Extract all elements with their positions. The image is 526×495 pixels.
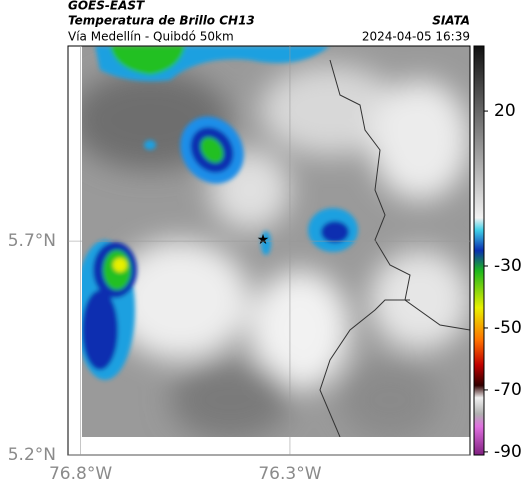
colorbar-tick-label: -30 (494, 256, 522, 276)
x-tick-label: 76.8°W (49, 464, 112, 484)
colorbar-tick-label: -50 (494, 318, 522, 338)
colorbar (473, 45, 485, 456)
y-tick-label: 5.2°N (8, 445, 56, 465)
title: Temperatura de Brillo CH13 (68, 14, 255, 28)
source: SIATA (432, 14, 470, 28)
colorbar-tick-label: 20 (494, 101, 516, 121)
colorbar-tick-label: -90 (494, 442, 522, 462)
subtitle: Vía Medellín - Quibdó 50km (68, 30, 234, 44)
timestamp: 2024-04-05 16:39 (362, 30, 470, 44)
location-marker: ★ (257, 232, 270, 248)
x-tick-label: 76.3°W (258, 464, 321, 484)
imagery (82, 46, 470, 437)
colorbar-tick-label: -70 (494, 380, 522, 400)
satellite: GOES-EAST (68, 0, 145, 13)
y-tick-label: 5.7°N (8, 231, 56, 251)
border (319, 59, 470, 437)
